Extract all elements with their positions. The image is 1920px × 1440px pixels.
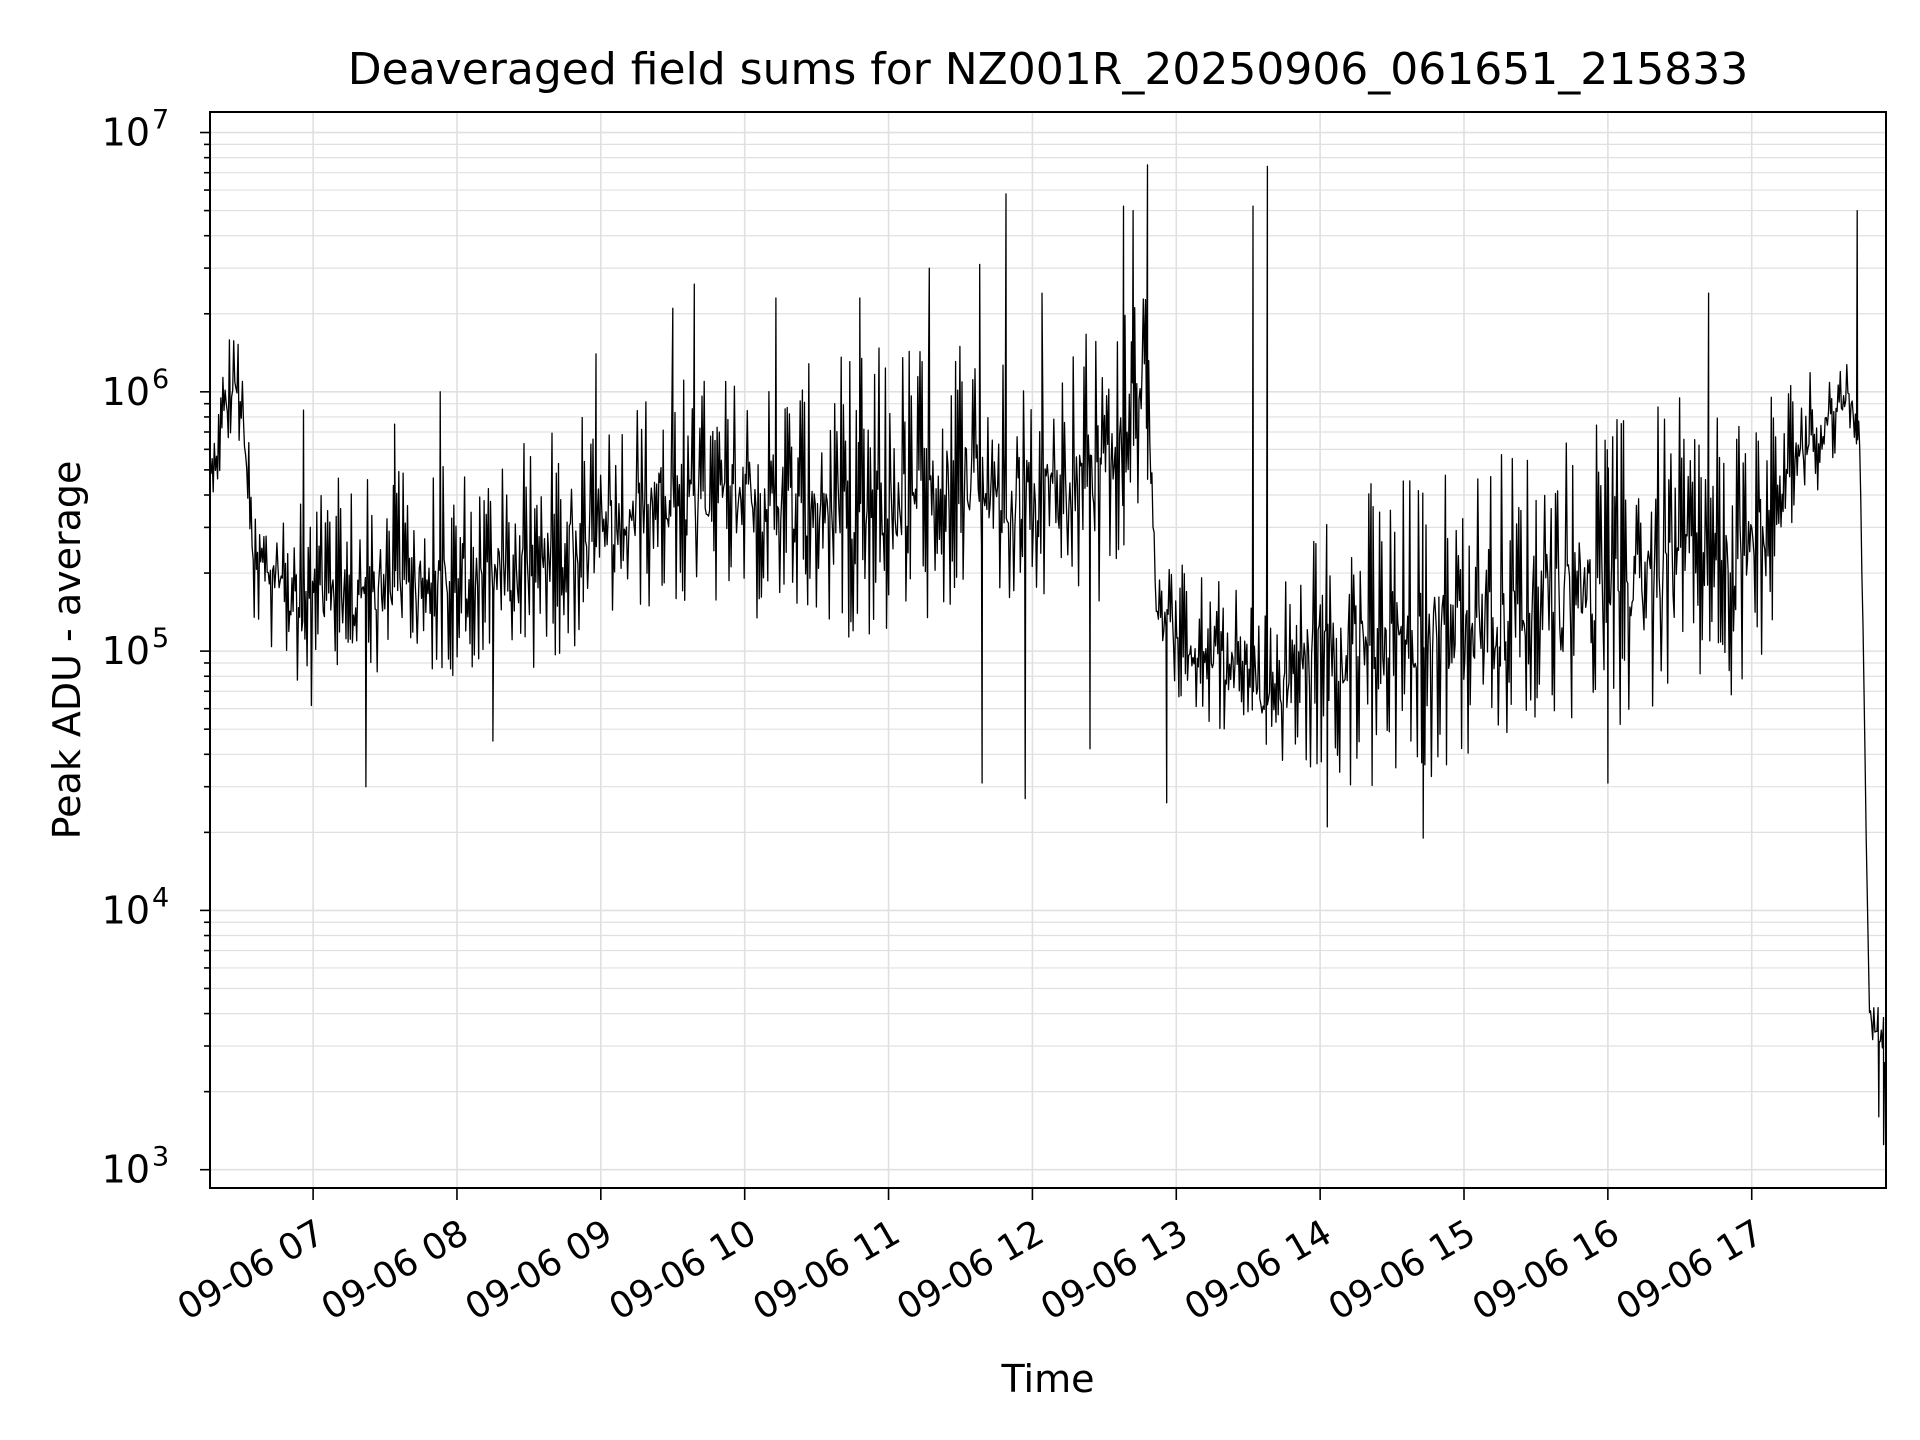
y-tick-label: 10 (102, 1148, 150, 1192)
y-tick-exponent: 3 (152, 1142, 169, 1173)
y-axis-label: Peak ADU - average (45, 461, 89, 840)
chart-title: Deaveraged field sums for NZ001R_2025090… (348, 44, 1748, 95)
y-tick-exponent: 4 (152, 882, 169, 913)
y-tick-exponent: 6 (152, 364, 169, 395)
plot-frame (209, 111, 1887, 1189)
y-tick-label: 10 (102, 111, 150, 155)
data-series-line (210, 164, 1886, 1146)
y-tick-exponent: 5 (152, 623, 169, 654)
y-tick-label: 10 (102, 888, 150, 932)
y-tick-exponent: 7 (152, 105, 169, 136)
y-tick-label: 10 (102, 629, 150, 673)
y-tick-label: 10 (102, 370, 150, 414)
x-axis-label: Time (1001, 1357, 1095, 1401)
